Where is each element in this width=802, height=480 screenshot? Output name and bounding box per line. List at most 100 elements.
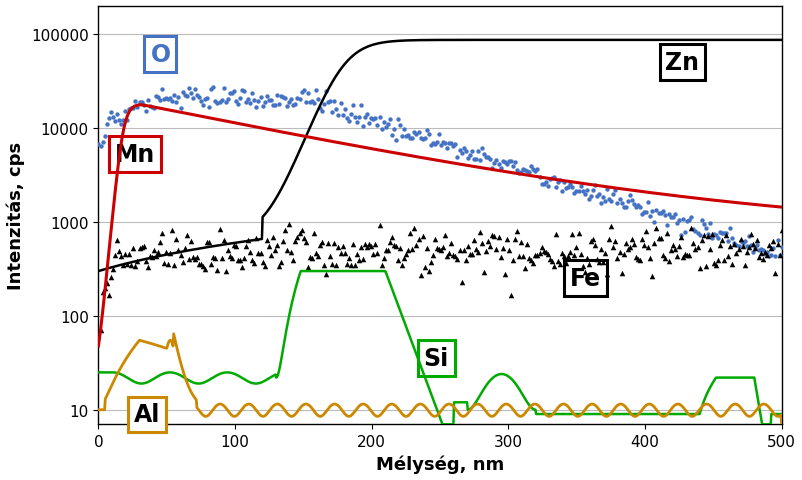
Point (153, 96, 166, 104)
Point (551, 258, 564, 265)
Point (678, 228, 691, 236)
Point (327, 240, 340, 248)
Point (520, 241, 533, 249)
Point (565, 230, 578, 238)
Point (639, 209, 652, 216)
Point (244, 249, 257, 256)
Point (174, 105, 187, 112)
Point (314, 242, 326, 250)
Point (641, 199, 654, 207)
Point (456, 247, 469, 254)
Point (406, 246, 419, 253)
Point (571, 188, 584, 196)
Point (133, 99, 146, 107)
Point (654, 209, 666, 217)
Point (108, 118, 121, 126)
Point (463, 251, 476, 259)
Point (553, 261, 565, 268)
Point (622, 192, 635, 200)
Point (278, 226, 291, 234)
Point (94, 143, 107, 150)
Point (585, 187, 598, 194)
Point (253, 250, 266, 258)
Point (600, 185, 613, 193)
Point (207, 84, 220, 91)
Point (687, 240, 699, 247)
Point (534, 243, 547, 251)
Point (751, 253, 764, 261)
Point (270, 242, 283, 250)
Point (223, 253, 236, 261)
Point (311, 96, 324, 103)
Point (125, 105, 138, 113)
Point (633, 256, 646, 264)
Point (340, 115, 353, 122)
Point (747, 245, 760, 252)
Point (576, 263, 589, 271)
Point (530, 252, 543, 259)
Point (407, 129, 420, 136)
Point (581, 261, 594, 268)
Point (428, 141, 441, 149)
Point (293, 96, 306, 104)
Point (115, 121, 128, 129)
Point (245, 256, 258, 264)
Point (610, 254, 623, 262)
Point (746, 249, 759, 256)
Point (699, 225, 711, 232)
Point (589, 255, 602, 263)
Point (687, 225, 699, 233)
Point (119, 251, 132, 258)
Point (662, 211, 674, 218)
Point (153, 239, 166, 247)
Point (762, 253, 775, 261)
Point (543, 175, 556, 183)
Point (221, 96, 234, 104)
Point (707, 231, 719, 239)
Point (108, 252, 121, 259)
Point (512, 170, 525, 178)
Point (606, 191, 619, 199)
Point (678, 251, 691, 258)
Point (344, 111, 357, 119)
Point (385, 132, 398, 139)
Point (617, 251, 630, 259)
Point (237, 255, 250, 263)
Point (447, 252, 460, 260)
Point (444, 140, 457, 147)
Point (221, 247, 234, 254)
Point (729, 250, 742, 257)
Point (581, 196, 594, 204)
Point (180, 93, 192, 101)
Point (102, 115, 115, 123)
Point (481, 238, 494, 246)
Point (721, 238, 734, 245)
Point (418, 263, 431, 271)
Point (411, 236, 424, 243)
Point (258, 99, 271, 107)
Point (338, 106, 350, 113)
Point (442, 249, 455, 257)
Point (116, 117, 129, 125)
Point (194, 97, 207, 105)
Point (192, 94, 205, 101)
Point (430, 139, 443, 146)
Point (373, 221, 386, 229)
Point (504, 158, 516, 166)
Point (455, 150, 468, 157)
Point (166, 98, 179, 106)
Point (137, 242, 150, 250)
Point (629, 253, 642, 261)
Point (281, 247, 294, 254)
Point (100, 279, 113, 287)
Point (676, 254, 689, 262)
Point (262, 242, 275, 250)
Point (301, 90, 314, 97)
Point (350, 251, 363, 258)
Text: Si: Si (423, 346, 448, 370)
Point (285, 249, 298, 256)
Point (741, 244, 754, 252)
Point (633, 203, 646, 211)
Point (244, 100, 257, 108)
Point (338, 249, 350, 257)
